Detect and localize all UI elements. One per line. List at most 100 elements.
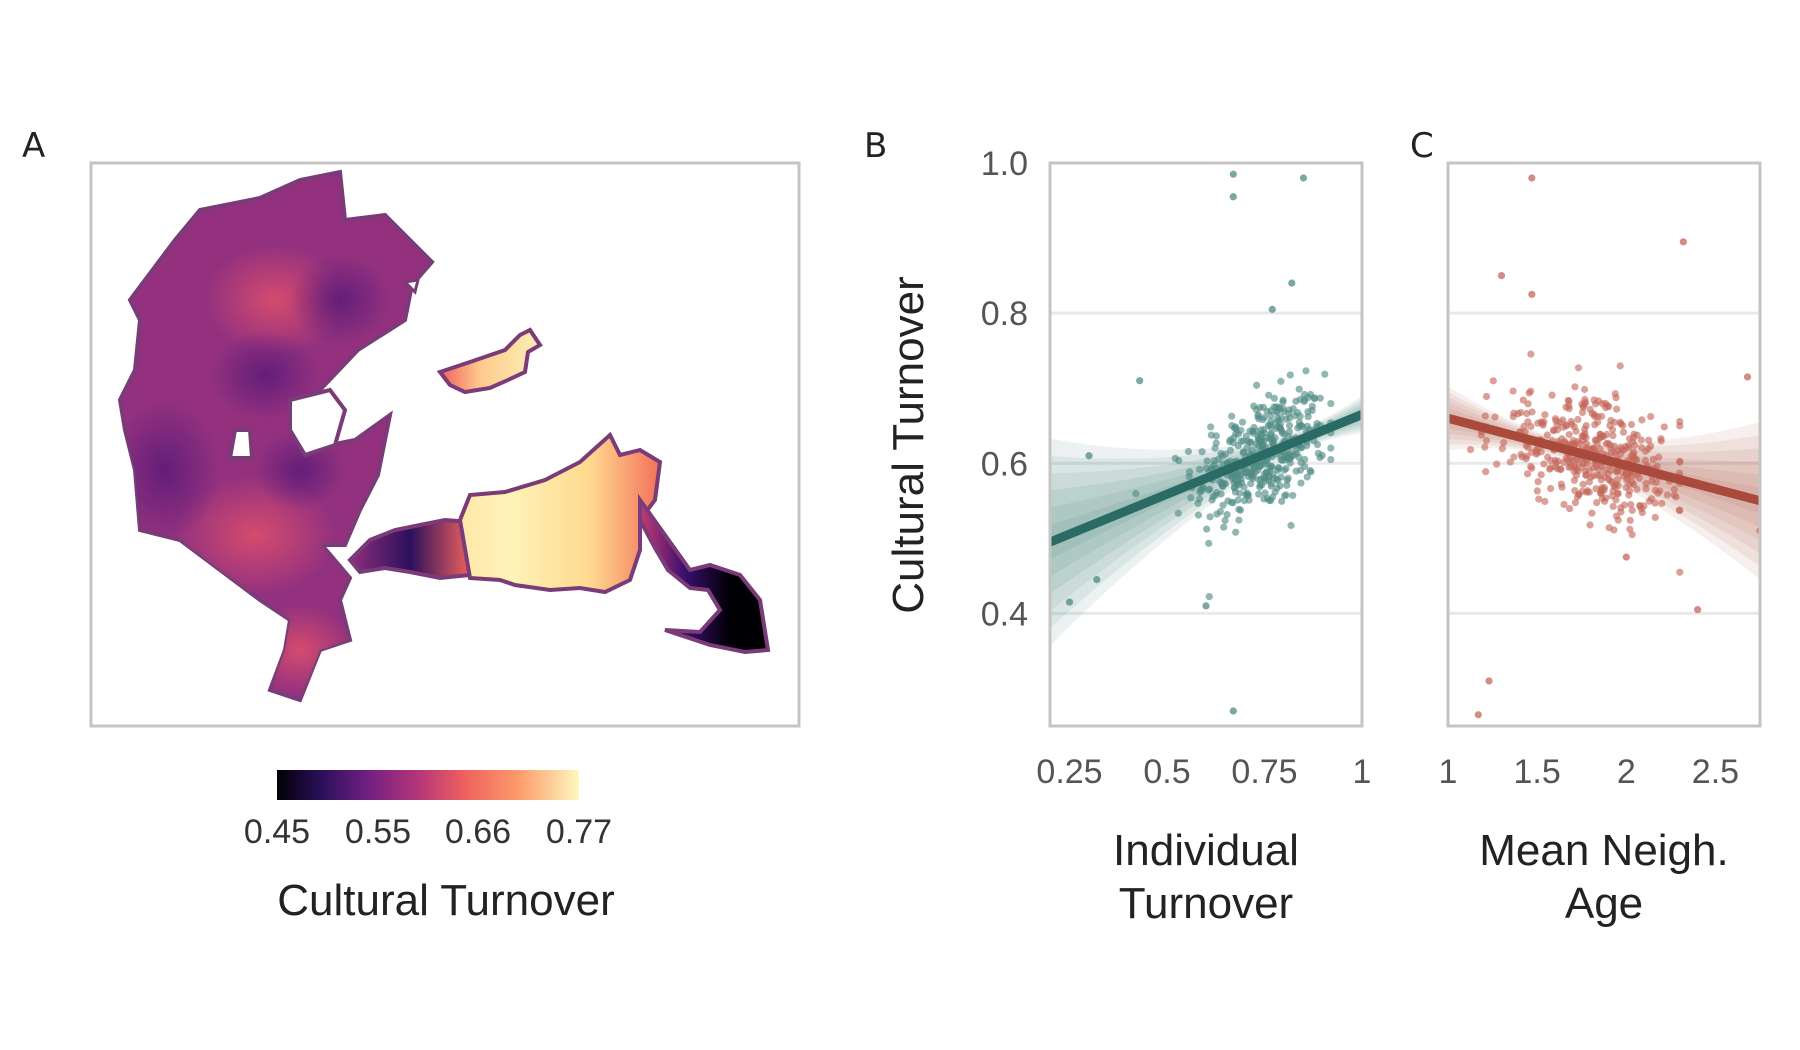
scatter-point-outlier	[1743, 373, 1752, 381]
scatter-point	[1517, 450, 1525, 458]
scatter-point	[1602, 494, 1610, 502]
scatter-point	[1551, 463, 1559, 471]
scatter-point-outlier	[1694, 606, 1702, 614]
scatter-point	[1565, 463, 1573, 472]
scatter-point	[1611, 390, 1619, 398]
scatter-point	[1196, 465, 1204, 473]
scatter-point	[1303, 441, 1311, 450]
scatter-point	[1301, 462, 1309, 471]
scatter-point	[1271, 488, 1279, 496]
y-tick-label: 1.0	[981, 145, 1028, 183]
scatter-point	[1267, 429, 1275, 437]
scatter-point	[1235, 505, 1243, 513]
scatter-point	[1560, 500, 1568, 509]
scatter-point	[1672, 493, 1680, 501]
scatter-point	[1295, 385, 1303, 393]
x-axis-title-b-line2: Turnover	[1119, 879, 1293, 928]
scatter-point	[1564, 456, 1572, 464]
scatter-point	[1500, 439, 1508, 447]
scatter-point	[1651, 513, 1659, 522]
scatter-point	[1267, 462, 1275, 471]
scatter-point	[1256, 438, 1264, 446]
scatter-point	[1226, 446, 1235, 455]
scatter-point	[1608, 492, 1616, 500]
scatter-point-outlier	[1288, 279, 1296, 287]
scatter-point	[1625, 491, 1633, 499]
scatter-point	[1609, 432, 1617, 440]
scatter-point-outlier	[1268, 305, 1276, 313]
scatter-point-outlier	[1136, 377, 1144, 385]
scatter-point	[1493, 460, 1501, 468]
scatter-point-outlier	[1528, 174, 1536, 182]
colorbar: 0.45 0.55 0.66 0.77 Cultural Turnover	[244, 770, 615, 925]
scatter-point	[1250, 423, 1258, 432]
scatter-point	[1242, 432, 1250, 440]
trend-line	[1050, 410, 1362, 547]
scatter-point	[1255, 490, 1263, 498]
scatter-point	[1642, 485, 1650, 493]
colorbar-tick-label: 0.45	[244, 813, 310, 851]
y-tick-label: 0.8	[981, 295, 1028, 333]
scatter-point	[1533, 487, 1541, 495]
panel-label-a: A	[22, 126, 45, 166]
scatter-point-outlier	[1229, 193, 1237, 201]
scatter-point	[1467, 446, 1475, 454]
scatter-point	[1613, 468, 1621, 476]
panel-b-scatter: 0.4 0.6 0.8 1.0 0.25 0.5 0.75 1 Cultural Turnov…	[884, 145, 1371, 928]
scatter-point	[1648, 477, 1656, 485]
trend-line-b	[1050, 410, 1362, 547]
scatter-point	[1241, 468, 1249, 477]
scatter-point	[1275, 464, 1283, 472]
scatter-point	[1627, 420, 1636, 429]
scatter-point	[1571, 383, 1579, 391]
scatter-point	[1297, 479, 1305, 487]
colorbar-tick-label: 0.66	[445, 813, 511, 851]
panel-a-map	[89, 161, 801, 728]
scatter-point	[1277, 456, 1285, 464]
scatter-point	[1574, 415, 1582, 424]
scatter-point	[1527, 350, 1535, 358]
scatter-point	[1275, 417, 1283, 425]
scatter-point-outlier	[1065, 598, 1074, 606]
scatter-point	[1277, 377, 1285, 385]
panel-label-b: B	[864, 126, 887, 166]
scatter-point	[1565, 504, 1574, 513]
scatter-point	[1558, 483, 1566, 491]
scatter-point	[1588, 445, 1596, 453]
x-tick-label: 2	[1617, 753, 1636, 791]
scatter-point	[1238, 479, 1246, 487]
scatter-point	[1593, 471, 1602, 479]
colorbar-gradient	[277, 770, 579, 800]
scatter-point	[1614, 490, 1622, 498]
scatter-point	[1260, 495, 1268, 503]
scatter-point	[1221, 516, 1229, 525]
scatter-point	[1194, 511, 1203, 519]
scatter-point	[1207, 423, 1215, 431]
scatter-point	[1327, 399, 1335, 408]
scatter-point	[1260, 474, 1268, 482]
scatter-point	[1610, 526, 1618, 534]
scatter-point	[1219, 482, 1227, 491]
scatter-point	[1534, 419, 1542, 427]
scatter-point	[1601, 473, 1609, 481]
scatter-point	[1582, 440, 1590, 448]
scatter-point	[1548, 391, 1556, 399]
scatter-point	[1205, 592, 1213, 601]
scatter-point	[1310, 395, 1319, 403]
scatter-point	[1527, 462, 1535, 471]
scatter-point	[1645, 497, 1653, 505]
x-tick-label: 1.5	[1514, 753, 1561, 791]
scatter-point	[1633, 456, 1641, 464]
scatter-point	[1194, 499, 1202, 507]
scatter-point	[1571, 499, 1580, 507]
scatter-point-outlier	[1474, 711, 1482, 719]
scatter-point	[1670, 485, 1678, 493]
scatter-point	[1316, 394, 1324, 402]
panel-label-c: C	[1410, 126, 1434, 166]
scatter-point	[1232, 430, 1240, 438]
x-tick-label: 1	[1353, 753, 1372, 791]
scatter-point	[1580, 385, 1589, 394]
scatter-point	[1628, 531, 1636, 539]
confidence-band	[1050, 396, 1362, 646]
scatter-point	[1238, 418, 1247, 426]
